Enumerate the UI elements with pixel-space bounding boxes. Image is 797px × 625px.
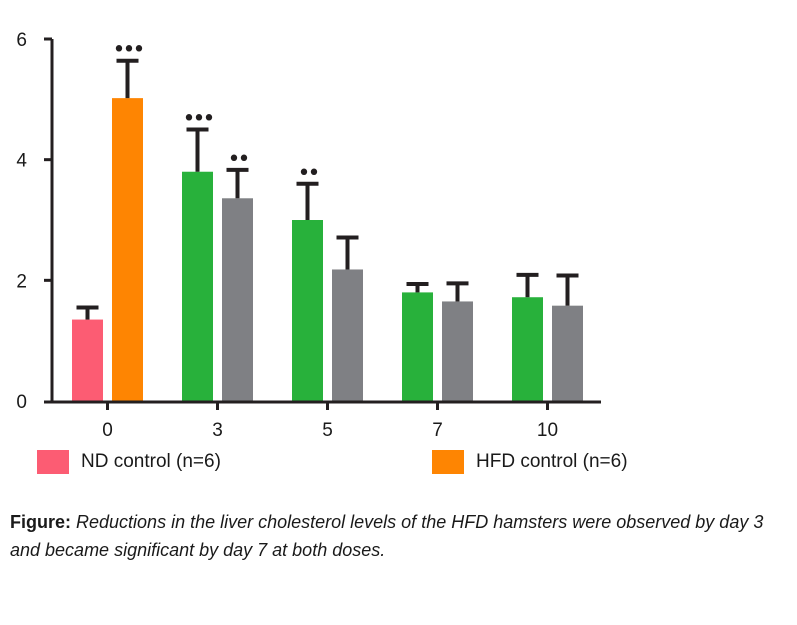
- legend-item-hfd-control: HFD control (n=6): [432, 450, 628, 474]
- legend-swatch-hfd-control: [432, 450, 464, 474]
- y-tick-label-2: 4: [16, 151, 27, 172]
- axes-layer: 0 2 4 6 0 3 5 7 10: [16, 30, 601, 440]
- bar-5: [332, 269, 363, 401]
- y-tick-label-0: 0: [16, 392, 27, 413]
- bars-layer: ••••••••••: [72, 38, 583, 402]
- bar-7: [442, 301, 473, 401]
- significance-marker-4: ••: [298, 161, 318, 186]
- caption-body: Reductions in the liver cholesterol leve…: [10, 512, 764, 560]
- bar-3: [222, 198, 253, 401]
- significance-marker-3: ••: [228, 147, 248, 172]
- legend-label-hfd-control: HFD control (n=6): [476, 451, 628, 472]
- x-tick-label-2: 5: [322, 420, 333, 440]
- caption-lead: Figure:: [10, 512, 71, 532]
- significance-marker-2: •••: [183, 107, 213, 132]
- bar-6: [402, 292, 433, 401]
- legend-label-nd-control: ND control (n=6): [81, 451, 221, 472]
- bar-2: [182, 171, 213, 401]
- y-tick-label-3: 6: [16, 30, 27, 51]
- x-tick-label-3: 7: [432, 420, 443, 440]
- bar-4: [292, 220, 323, 401]
- bar-9: [552, 305, 583, 401]
- bar-1: [112, 98, 143, 402]
- y-tick-label-1: 2: [16, 271, 27, 292]
- x-tick-label-4: 10: [537, 420, 558, 440]
- x-tick-label-1: 3: [212, 420, 223, 440]
- legend-swatch-nd-control: [37, 450, 69, 474]
- bar-0: [72, 319, 103, 401]
- significance-marker-1: •••: [113, 38, 143, 63]
- x-tick-label-0: 0: [102, 420, 113, 440]
- bar-8: [512, 297, 543, 401]
- figure-caption: Figure: Reductions in the liver choleste…: [10, 508, 770, 564]
- legend-item-nd-control: ND control (n=6): [37, 450, 221, 474]
